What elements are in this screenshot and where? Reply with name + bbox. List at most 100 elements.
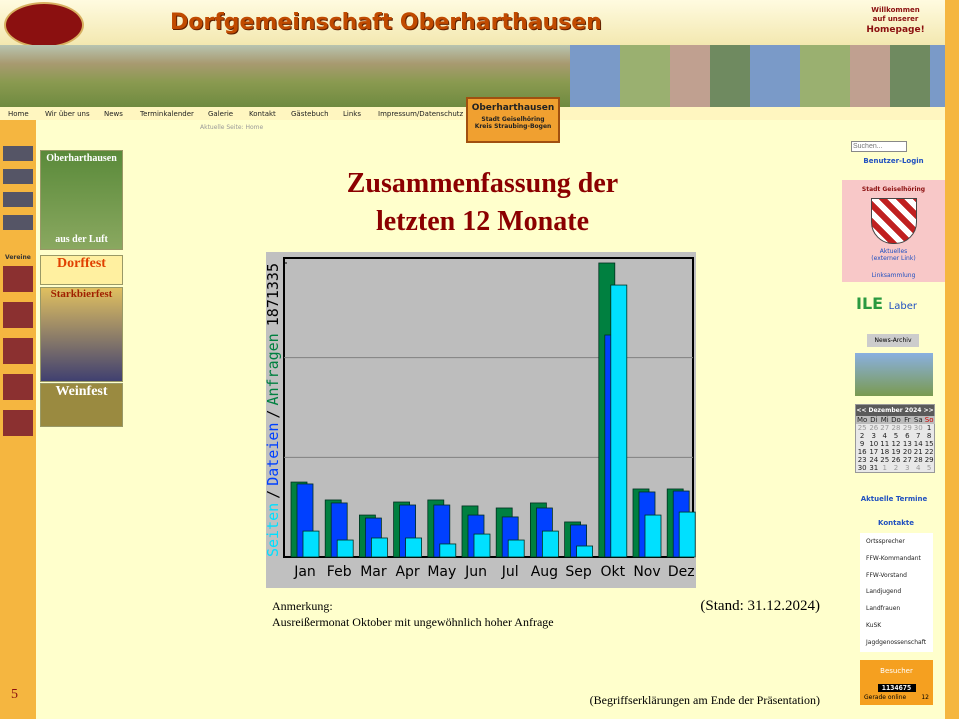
badge-district: Kreis Straubing-Bogen <box>474 123 552 130</box>
login[interactable]: Benutzer-Login <box>863 157 924 165</box>
nav-item[interactable]: Galerie <box>208 110 234 118</box>
cal-day[interactable]: 20 <box>902 448 912 456</box>
cal-day[interactable]: 3 <box>905 464 910 472</box>
cal-day[interactable]: 28 <box>891 424 901 432</box>
cal-day[interactable]: 25 <box>880 456 890 464</box>
cal-row: 25 26 27 28 29 30 1 <box>856 424 935 432</box>
cal-day[interactable]: 6 <box>905 432 910 440</box>
cal-day[interactable]: 2 <box>859 432 865 440</box>
cal-day[interactable]: 24 <box>869 456 879 464</box>
thumb[interactable]: Oberharthausen aus der Luft <box>40 150 123 250</box>
thumb[interactable]: Weinfest <box>40 383 123 427</box>
online-label: Gerade online <box>864 694 907 701</box>
search[interactable] <box>851 141 907 152</box>
cal-day[interactable]: 31 <box>869 464 879 472</box>
page-number: 5 <box>11 687 18 702</box>
cal-day[interactable]: 1 <box>926 424 932 432</box>
thumb[interactable]: Dorffest <box>40 255 123 285</box>
contact[interactable]: KuSK <box>866 622 882 629</box>
cal-day[interactable]: 27 <box>880 424 890 432</box>
cal-day[interactable]: 29 <box>924 456 934 464</box>
calendar: << Dezember 2024 >> Mo Di Mi Do Fr Sa So 25 26 27… <box>855 404 935 473</box>
legend-separator: / <box>266 490 282 499</box>
bar <box>678 511 696 558</box>
nav-item[interactable]: Impressum/Datenschutz <box>378 110 464 118</box>
cal-day[interactable]: 5 <box>926 464 932 472</box>
x-tick-label: Nov <box>633 564 660 580</box>
cal-prev[interactable]: << <box>856 407 867 414</box>
cal-day[interactable]: 22 <box>924 448 934 456</box>
welcome-line: Willkommen <box>871 6 920 14</box>
cal-day[interactable]: 16 <box>857 448 867 456</box>
banner-photos <box>570 45 945 107</box>
cal-day[interactable]: 28 <box>913 456 923 464</box>
cal-day-name: Do <box>890 416 902 424</box>
cal-day[interactable]: 7 <box>916 432 921 440</box>
left-icons <box>3 146 33 236</box>
cal-day[interactable]: 1 <box>882 464 887 472</box>
cal-day[interactable]: 9 <box>859 440 865 448</box>
contact[interactable]: Jagdgenossenschaft <box>866 638 927 646</box>
cal-day[interactable]: 3 <box>871 432 877 440</box>
kontakte: Kontakte <box>878 519 914 527</box>
cal-day[interactable]: 26 <box>869 424 879 432</box>
cal-day[interactable]: 30 <box>913 424 923 432</box>
cal-day[interactable]: 30 <box>857 464 867 472</box>
contact[interactable]: Ortssprecher <box>866 538 905 545</box>
termine[interactable]: Aktuelle Termine <box>860 495 928 503</box>
cal-day[interactable]: 4 <box>916 464 921 472</box>
x-tick-label: Jan <box>293 564 316 580</box>
x-tick-label: Jun <box>464 564 487 580</box>
right-strip <box>945 0 959 719</box>
title-line: letzten 12 Monate <box>375 206 590 237</box>
note-text: Ausreißermonat Oktober mit ungewöhnlich … <box>272 615 554 629</box>
cal-day[interactable]: 18 <box>880 448 890 456</box>
cal-day[interactable]: 27 <box>902 456 912 464</box>
logo <box>4 2 84 48</box>
calendar-head: << Dezember 2024 >> <box>856 405 934 416</box>
cal-day[interactable]: 8 <box>926 432 932 440</box>
nav-item[interactable]: News <box>104 110 123 118</box>
contact[interactable]: Landjugend <box>866 588 902 596</box>
thumb[interactable]: Starkbierfest <box>40 287 123 382</box>
cal-day[interactable]: 25 <box>857 424 867 432</box>
nav-item[interactable]: Kontakt <box>249 110 276 118</box>
cal-day[interactable]: 4 <box>882 432 887 440</box>
welcome: Willkommen auf unserer Homepage! <box>848 6 943 35</box>
news-link[interactable]: Aktuelles (externer Link) <box>842 248 945 262</box>
nav-item[interactable]: Home <box>8 110 29 118</box>
cal-next[interactable]: >> <box>923 407 934 414</box>
online: Gerade online 12 <box>860 692 933 701</box>
cal-day[interactable]: 21 <box>913 448 923 456</box>
nav-item[interactable]: Gästebuch <box>291 110 329 118</box>
contact[interactable]: FFW-Vorstand <box>866 571 907 579</box>
cal-day[interactable]: 2 <box>893 464 899 472</box>
cal-day[interactable]: 15 <box>924 440 934 448</box>
nav-item[interactable]: Wir über uns <box>45 110 90 118</box>
cal-day-name: Di <box>868 416 880 424</box>
nav-item[interactable]: Links <box>343 110 361 118</box>
cal-day[interactable]: 14 <box>913 440 923 448</box>
cal-day[interactable]: 26 <box>891 456 901 464</box>
cal-day[interactable]: 13 <box>902 440 912 448</box>
cal-day[interactable]: 23 <box>857 456 867 464</box>
ile[interactable]: ILE Laber <box>856 294 917 313</box>
legend-entry: Seiten <box>266 503 282 557</box>
archive[interactable]: News-Archiv <box>867 334 919 347</box>
breadcrumb: Aktuelle Seite: Home <box>200 124 264 131</box>
cal-day[interactable]: 29 <box>902 424 912 432</box>
cal-day[interactable]: 11 <box>880 440 890 448</box>
cal-day[interactable]: 17 <box>869 448 879 456</box>
note-label: Anmerkung: <box>272 599 333 613</box>
nav-item[interactable]: Terminkalender <box>140 110 194 118</box>
cal-day[interactable]: 19 <box>891 448 901 456</box>
cal-day[interactable]: 12 <box>891 440 901 448</box>
links[interactable]: Linksammlung <box>871 272 916 279</box>
cal-day[interactable]: 10 <box>869 440 879 448</box>
contact[interactable]: Landfrauen <box>866 605 901 613</box>
counter: 1134675 <box>877 684 916 692</box>
coat-of-arms <box>871 198 917 244</box>
cal-day[interactable]: 5 <box>893 432 899 440</box>
contact[interactable]: FFW-Kommandant <box>866 554 921 562</box>
